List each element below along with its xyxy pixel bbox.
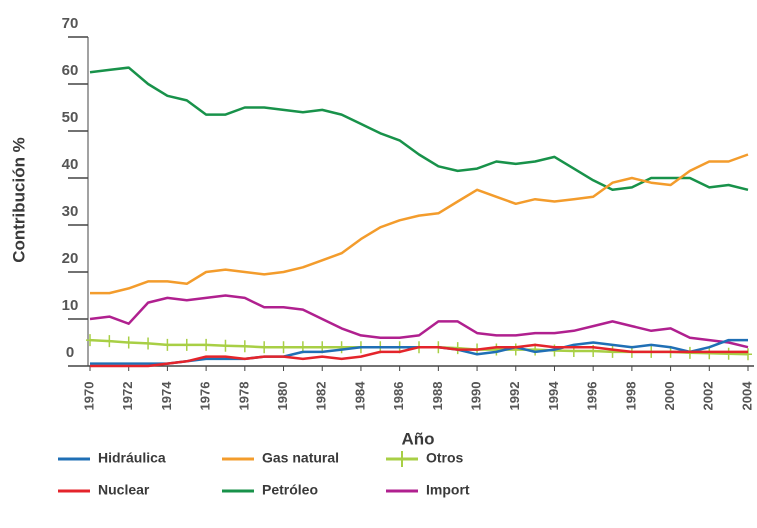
x-tick-label: 1992 [507, 382, 522, 411]
series-marker [124, 336, 133, 349]
x-tick-label: 1984 [352, 381, 367, 411]
x-tick-label: 1972 [120, 382, 135, 411]
series-marker [105, 335, 114, 348]
x-tick-label: 1986 [391, 382, 406, 411]
x-tick-label: 1978 [236, 382, 251, 411]
series-marker [608, 345, 617, 358]
legend-label: Nuclear [98, 482, 150, 498]
series-marker [511, 343, 520, 356]
x-tick-label: 1980 [275, 382, 290, 411]
y-tick-label: 70 [62, 15, 79, 32]
series-marker [182, 338, 191, 351]
legend-label: Otros [426, 450, 464, 466]
x-tick-label: 1996 [585, 382, 600, 411]
series-marker [202, 338, 211, 351]
x-axis-label: Año [401, 429, 434, 448]
x-tick-label: 2004 [739, 381, 754, 411]
series-line [89, 294, 749, 349]
series-marker [86, 334, 94, 347]
series-marker [260, 341, 269, 354]
y-tick-label: 60 [62, 62, 79, 79]
y-tick-label: 50 [62, 109, 79, 126]
y-tick-label: 30 [62, 203, 79, 220]
x-tick-label: 1970 [81, 382, 96, 411]
x-tick-label: 1998 [623, 382, 638, 411]
series-line [89, 66, 749, 192]
series-marker [163, 338, 172, 351]
y-tick-label: 0 [66, 344, 74, 361]
x-tick-label: 1974 [159, 381, 174, 411]
series-line [90, 343, 748, 368]
x-tick-label: 1994 [546, 381, 561, 411]
series-marker [492, 343, 501, 356]
legend-label: Gas natural [262, 450, 339, 466]
y-tick-label: 40 [62, 156, 79, 173]
x-tick-label: 1982 [314, 382, 329, 411]
legend-label: Import [426, 482, 470, 498]
x-tick-label: 2002 [701, 382, 716, 411]
y-axis-label: Contribución % [9, 137, 28, 263]
series-marker [337, 341, 346, 354]
series-marker [724, 347, 733, 360]
x-tick-label: 2000 [662, 382, 677, 411]
series-marker [279, 341, 288, 354]
x-tick-label: 1988 [430, 382, 445, 411]
series-marker [744, 348, 752, 361]
series-marker [221, 339, 230, 352]
y-tick-label: 10 [62, 297, 79, 314]
series-marker [144, 337, 153, 350]
series-marker [240, 340, 249, 353]
series-marker [705, 347, 714, 360]
y-tick-label: 20 [62, 250, 79, 267]
legend-label: Petróleo [262, 482, 318, 498]
x-tick-label: 1976 [198, 382, 213, 411]
legend-label: Hidráulica [98, 450, 166, 466]
x-tick-label: 1990 [468, 382, 483, 411]
series-line [90, 153, 749, 295]
